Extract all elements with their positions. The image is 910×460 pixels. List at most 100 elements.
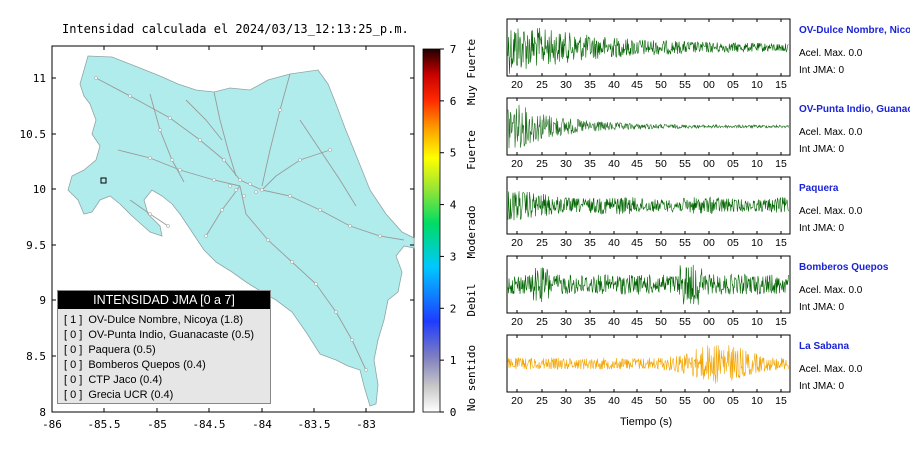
waveform-x-tick: 25 <box>536 395 548 407</box>
colorbar-tick: 6 <box>450 95 457 108</box>
map-x-tick: -85 <box>147 418 167 431</box>
town-markers <box>94 76 382 372</box>
waveform-x-tick: 45 <box>631 79 643 91</box>
station-jma-intensity: Int JMA: 0 <box>799 223 845 234</box>
waveform-x-tick: 05 <box>727 237 739 249</box>
colorbar-tick: 4 <box>450 199 457 212</box>
waveform-plot: 20 25 30 35 40 45 50 55 00 05 10 15 <box>506 176 791 249</box>
legend-item-code: [ 0 ] <box>64 344 83 356</box>
legend-item: [ 0 ] OV-Punta Indio, Guanacaste (0.5) <box>58 328 270 343</box>
waveform-x-tick: 45 <box>631 316 643 328</box>
colorbar-scale <box>422 48 441 413</box>
waveform-x-tick: 40 <box>608 158 620 170</box>
map-y-tick: 8 <box>39 406 46 419</box>
waveform-x-tick: 05 <box>727 79 739 91</box>
waveform-x-tick: 15 <box>775 395 787 407</box>
map-y-tick: 8.5 <box>26 350 46 363</box>
waveform-x-tick: 10 <box>751 158 763 170</box>
legend-item-code: [ 0 ] <box>64 329 83 341</box>
waveform-trace <box>507 191 789 221</box>
waveform-x-tick: 30 <box>560 316 572 328</box>
waveform-x-tick: 00 <box>703 395 715 407</box>
waveform-x-tick: 35 <box>584 79 596 91</box>
station-name: OV-Dulce Nombre, Nicoya <box>799 25 910 36</box>
legend-item-code: [ 0 ] <box>64 359 83 371</box>
waveform-plot: 20 25 30 35 40 45 50 55 00 05 10 15 <box>506 255 791 328</box>
waveform-x-tick: 05 <box>727 158 739 170</box>
waveform-frame <box>506 97 791 156</box>
waveform-x-label: Tiempo (s) <box>620 416 673 428</box>
colorbar-tick: 7 <box>450 43 457 56</box>
legend-item-label: OV-Punta Indio, Guanacaste (0.5) <box>88 329 255 341</box>
waveform-x-tick: 00 <box>703 237 715 249</box>
waveform-trace <box>507 345 789 384</box>
waveform-x-tick: 10 <box>751 79 763 91</box>
waveform-trace <box>507 264 789 305</box>
map-y-tick: 10 <box>33 183 46 196</box>
waveform-x-tick: 25 <box>536 158 548 170</box>
colorbar-tick: 0 <box>450 406 457 419</box>
waveform-frame <box>506 255 791 314</box>
station-name: La Sabana <box>799 341 850 352</box>
colorbar-category-label: No sentido <box>465 345 478 411</box>
waveform-x-tick: 25 <box>536 316 548 328</box>
waveform-x-tick: 50 <box>655 395 667 407</box>
map-title: Intensidad calculada el 2024/03/13_12:13… <box>62 22 409 36</box>
waveform-x-tick: 50 <box>655 158 667 170</box>
waveform-x-tick: 55 <box>679 79 691 91</box>
waveform-x-tick: 15 <box>775 316 787 328</box>
waveform-trace <box>507 104 789 149</box>
legend-item-label: OV-Dulce Nombre, Nicoya (1.8) <box>88 314 244 326</box>
legend-list: [ 1 ] OV-Dulce Nombre, Nicoya (1.8) [ 0 ] O… <box>58 313 270 403</box>
waveform-x-tick: 30 <box>560 158 572 170</box>
waveform-x-tick: 00 <box>703 158 715 170</box>
legend-item: [ 0 ] Grecia UCR (0.4) <box>58 388 270 403</box>
map-y-axis: 11 10.5 10 9.5 9 8.5 8 <box>20 72 414 419</box>
waveform-plot: 20 25 30 35 40 45 50 55 00 05 10 15 <box>506 97 791 170</box>
colorbar-categories: Muy Fuerte Fuerte Moderado Debil No sentido <box>465 39 478 411</box>
waveform-x-tick: 35 <box>584 316 596 328</box>
waveform-x-tick: 45 <box>631 237 643 249</box>
waveform-x-tick: 05 <box>727 395 739 407</box>
station-max-accel: Acel. Max. 0.0 <box>799 48 863 59</box>
waveform-x-tick: 40 <box>608 79 620 91</box>
waveform-x-tick: 35 <box>584 395 596 407</box>
colorbar-ticks: 7 6 5 4 3 2 1 0 <box>440 43 457 419</box>
legend-item: [ 0 ] CTP Jaco (0.4) <box>58 373 270 388</box>
legend-title: INTENSIDAD JMA [0 a 7] <box>58 291 270 309</box>
waveform-x-tick: 20 <box>511 237 523 249</box>
legend-item: [ 0 ] Paquera (0.5) <box>58 343 270 358</box>
colorbar-category-label: Debil <box>465 283 478 316</box>
waveform-x-tick: 25 <box>536 79 548 91</box>
colorbar-tick: 3 <box>450 250 457 263</box>
waveform-x-tick: 30 <box>560 237 572 249</box>
waveform-x-tick: 20 <box>511 395 523 407</box>
waveform-x-tick: 00 <box>703 79 715 91</box>
waveform-x-tick: 45 <box>631 158 643 170</box>
map-y-tick: 10.5 <box>20 128 47 141</box>
station-jma-intensity: Int JMA: 0 <box>799 381 845 392</box>
colorbar-category-label: Moderado <box>465 206 478 259</box>
legend-item-code: [ 1 ] <box>64 314 83 326</box>
epicenter-marker <box>100 177 107 184</box>
waveform-x-tick: 15 <box>775 79 787 91</box>
legend-item-code: [ 0 ] <box>64 389 83 401</box>
waveform-x-tick: 20 <box>511 79 523 91</box>
waveform-x-tick: 55 <box>679 158 691 170</box>
waveform-x-tick: 50 <box>655 237 667 249</box>
colorbar-category-label: Muy Fuerte <box>465 39 478 105</box>
map-x-tick: -86 <box>42 418 62 431</box>
map-x-tick: -85.5 <box>87 418 120 431</box>
waveform-plot: 20 25 30 35 40 45 50 55 00 05 10 15 <box>506 334 791 407</box>
intensity-legend: INTENSIDAD JMA [0 a 7] [ 1 ] OV-Dulce Nom… <box>57 290 271 404</box>
waveform-x-tick: 40 <box>608 237 620 249</box>
waveform-x-tick: 05 <box>727 316 739 328</box>
map-x-tick: -84 <box>252 418 272 431</box>
waveform-x-tick: 55 <box>679 395 691 407</box>
map-x-axis: -86 -85.5 -85 -84.5 -84 -83.5 -83 <box>42 46 376 431</box>
station-jma-intensity: Int JMA: 0 <box>799 65 845 76</box>
station-name: OV-Punta Indio, Guanacaste <box>799 104 910 115</box>
map-x-tick: -83 <box>356 418 376 431</box>
station-jma-intensity: Int JMA: 0 <box>799 144 845 155</box>
waveform-x-tick: 15 <box>775 237 787 249</box>
